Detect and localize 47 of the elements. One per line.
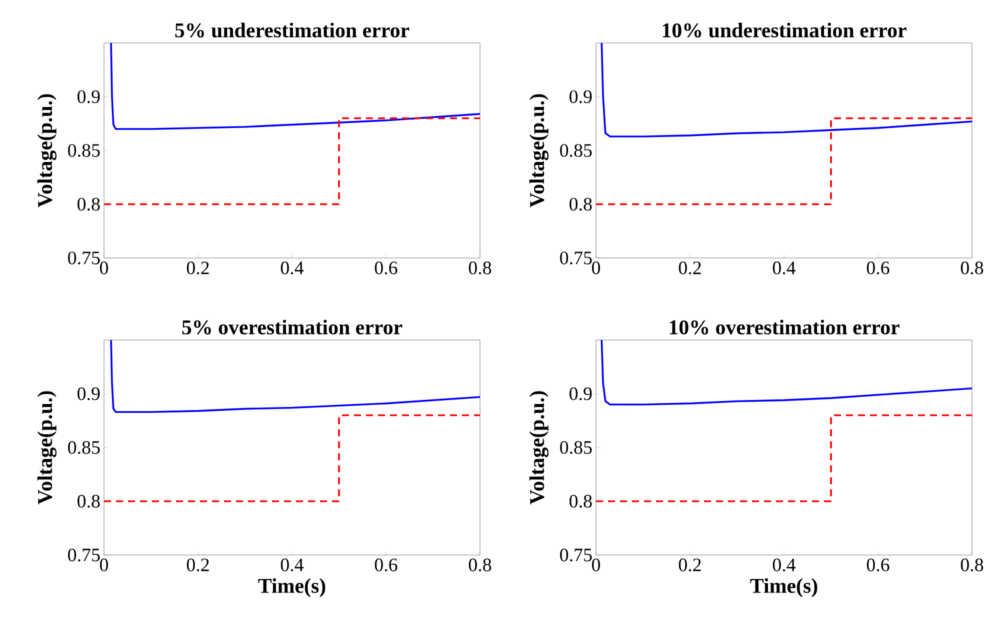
chart-title: 10% underestimation error <box>662 22 906 38</box>
y-axis-title: Voltage(p.u.) <box>37 391 57 504</box>
y-tick-label: 0.75 <box>560 548 592 562</box>
x-tick-label: 0.8 <box>960 558 984 572</box>
y-tick-label: 0.9 <box>570 90 592 104</box>
y-axis-title: Voltage(p.u.) <box>529 94 549 208</box>
y-tick-label: 0.8 <box>78 198 100 211</box>
y-tick-label: 0.8 <box>570 494 592 508</box>
x-tick-label: 0.2 <box>678 558 701 572</box>
x-tick-label: 0 <box>592 262 600 274</box>
y-axis-title: Voltage(p.u.) <box>529 391 549 504</box>
line-series <box>600 42 972 138</box>
chart-title: 5% overestimation error <box>182 320 402 335</box>
x-tick-label: 0.6 <box>866 558 890 572</box>
y-tick-label: 0.75 <box>68 252 100 264</box>
x-tick-label: 0.4 <box>772 558 796 572</box>
y-tick-label: 0.75 <box>68 548 100 562</box>
x-tick-label: 0.6 <box>374 262 398 274</box>
x-tick-label: 0.8 <box>468 262 492 274</box>
y-tick-label: 0.8 <box>570 198 592 211</box>
y-tick-label: 0.9 <box>570 387 592 400</box>
x-tick-label: 0.6 <box>374 558 398 572</box>
x-tick-label: 0.6 <box>866 262 890 274</box>
x-tick-label: 0.4 <box>772 262 796 274</box>
chart-title: 5% underestimation error <box>175 22 410 38</box>
x-tick-label: 0.4 <box>280 558 304 572</box>
y-tick-label: 0.9 <box>78 387 100 400</box>
y-tick-label: 0.85 <box>560 144 592 157</box>
x-tick-label: 0.8 <box>960 262 984 274</box>
y-axis-title: Voltage(p.u.) <box>37 94 57 208</box>
x-tick-label: 0.2 <box>186 558 209 572</box>
x-tick-label: 0.2 <box>678 262 701 274</box>
y-tick-label: 0.9 <box>78 90 100 104</box>
chart-title: 10% overestimation error <box>670 320 900 335</box>
x-tick-label: 0.2 <box>186 262 209 274</box>
y-tick-label: 0.85 <box>68 144 100 157</box>
x-tick-label: 0.8 <box>468 558 492 572</box>
x-axis-title: Time(s) <box>258 578 326 598</box>
x-tick-label: 0 <box>100 558 108 572</box>
y-tick-label: 0.75 <box>560 252 592 264</box>
y-tick-label: 0.8 <box>78 494 100 508</box>
x-tick-label: 0 <box>100 262 108 274</box>
y-tick-label: 0.85 <box>68 441 100 454</box>
x-axis-title: Time(s) <box>750 578 818 598</box>
x-tick-label: 0.4 <box>280 262 304 274</box>
y-tick-label: 0.85 <box>560 441 592 454</box>
x-tick-label: 0 <box>592 558 600 572</box>
